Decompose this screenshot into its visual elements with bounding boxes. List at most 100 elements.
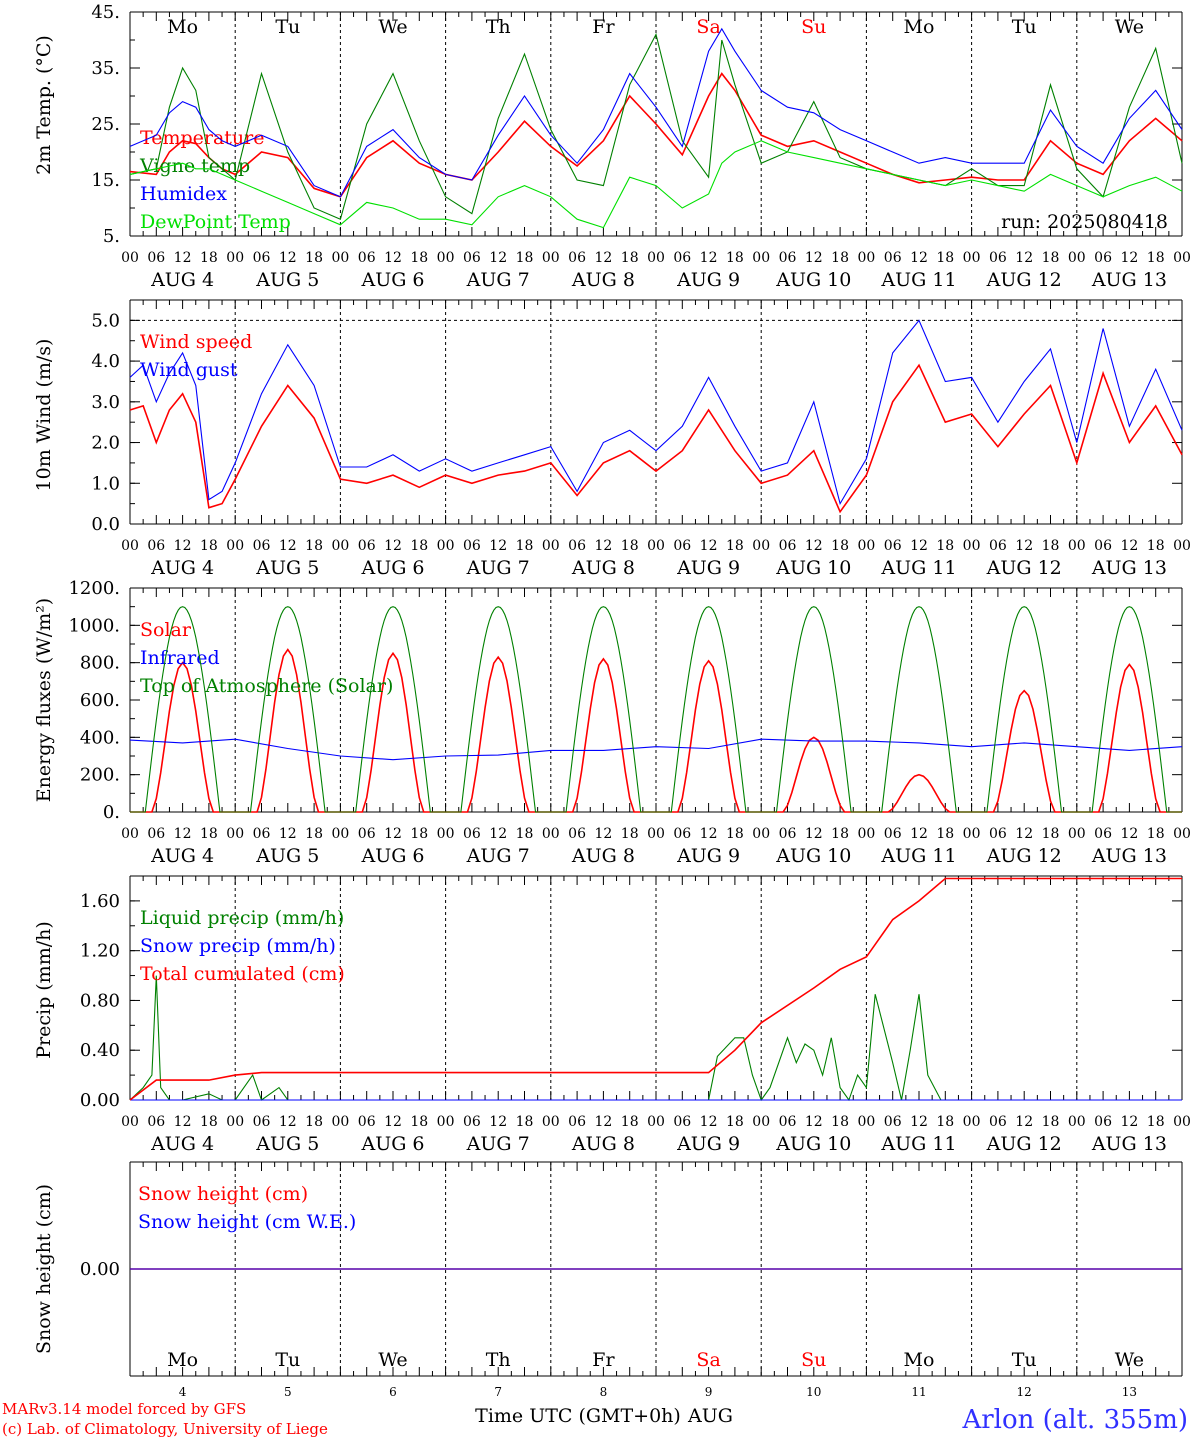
hour-tick-label: 00 xyxy=(121,538,139,554)
hour-tick-label: 12 xyxy=(1015,1114,1033,1130)
date-label: AUG 9 xyxy=(676,1133,740,1155)
y-tick-label: 1.20 xyxy=(80,941,120,962)
hour-tick-label: 00 xyxy=(542,1114,560,1130)
hour-tick-label: 06 xyxy=(568,538,586,554)
hour-tick-label: 00 xyxy=(963,1114,981,1130)
legend-entry: Wind gust xyxy=(140,359,238,381)
series-line-0 xyxy=(129,975,1182,1102)
hour-tick-label: 12 xyxy=(279,538,297,554)
hour-tick-label: 00 xyxy=(226,250,244,266)
hour-tick-label: 06 xyxy=(673,1114,691,1130)
hour-tick-label: 18 xyxy=(831,538,849,554)
hour-tick-label: 06 xyxy=(673,826,691,842)
hour-tick-label: 18 xyxy=(831,826,849,842)
y-axis-title: Precip (mm/h) xyxy=(33,921,55,1059)
legend-entry: Humidex xyxy=(140,183,227,205)
hour-tick-label: 00 xyxy=(752,1114,770,1130)
hour-tick-label: 06 xyxy=(463,1114,481,1130)
hour-tick-label: 00 xyxy=(331,826,349,842)
hour-tick-label: 00 xyxy=(963,826,981,842)
hour-tick-label: 00 xyxy=(963,538,981,554)
hour-tick-label: 12 xyxy=(805,826,823,842)
date-label: AUG 7 xyxy=(466,557,530,579)
hour-tick-label: 06 xyxy=(1094,1114,1112,1130)
hour-tick-label: 00 xyxy=(121,826,139,842)
hour-tick-label: 06 xyxy=(253,1114,271,1130)
xaxis-month: AUG xyxy=(687,1405,733,1427)
hour-tick-label: 12 xyxy=(489,826,507,842)
weekday-label: Sa xyxy=(696,16,720,38)
hour-tick-label: 06 xyxy=(1094,250,1112,266)
weekday-label: Fr xyxy=(592,1349,615,1371)
series-line-2 xyxy=(129,27,1183,198)
day-number-label: 8 xyxy=(600,1385,608,1399)
date-label: AUG 7 xyxy=(466,1133,530,1155)
hour-tick-label: 06 xyxy=(358,826,376,842)
hour-tick-label: 06 xyxy=(884,1114,902,1130)
hour-tick-label: 18 xyxy=(305,1114,323,1130)
hour-tick-label: 00 xyxy=(752,250,770,266)
legend-entry: Wind speed xyxy=(140,331,252,353)
hour-tick-label: 00 xyxy=(121,1114,139,1130)
hour-tick-label: 12 xyxy=(1015,826,1033,842)
date-label: AUG 7 xyxy=(466,269,530,291)
weekday-label: Mo xyxy=(167,16,198,38)
hour-tick-label: 06 xyxy=(147,826,165,842)
date-label: AUG 9 xyxy=(676,269,740,291)
hour-tick-label: 00 xyxy=(331,538,349,554)
hour-tick-label: 12 xyxy=(910,826,928,842)
hour-tick-label: 12 xyxy=(594,538,612,554)
hour-tick-label: 06 xyxy=(1094,538,1112,554)
day-number-label: 12 xyxy=(1017,1385,1032,1399)
hour-tick-label: 18 xyxy=(516,250,534,266)
hour-tick-label: 12 xyxy=(910,1114,928,1130)
hour-tick-label: 12 xyxy=(805,538,823,554)
date-label: AUG 13 xyxy=(1091,845,1167,867)
weekday-label: We xyxy=(378,16,407,38)
hour-tick-label: 12 xyxy=(489,538,507,554)
hour-tick-label: 00 xyxy=(647,250,665,266)
hour-tick-label: 00 xyxy=(752,538,770,554)
hour-tick-label: 18 xyxy=(621,1114,639,1130)
hour-tick-label: 00 xyxy=(437,1114,455,1130)
date-label: AUG 12 xyxy=(986,269,1062,291)
hour-tick-label: 06 xyxy=(989,826,1007,842)
hour-tick-label: 06 xyxy=(779,538,797,554)
y-tick-label: 0.40 xyxy=(80,1040,120,1061)
date-label: AUG 8 xyxy=(571,845,635,867)
hour-tick-label: 12 xyxy=(384,538,402,554)
hour-tick-label: 18 xyxy=(936,826,954,842)
hour-tick-label: 12 xyxy=(805,250,823,266)
hour-tick-label: 12 xyxy=(279,826,297,842)
series-line-1 xyxy=(129,738,1183,761)
hour-tick-label: 00 xyxy=(437,538,455,554)
hour-tick-label: 06 xyxy=(568,826,586,842)
hour-tick-label: 18 xyxy=(410,1114,428,1130)
date-label: AUG 6 xyxy=(360,557,424,579)
day-number-label: 13 xyxy=(1122,1385,1137,1399)
hour-tick-label: 06 xyxy=(989,1114,1007,1130)
weekday-label: Tu xyxy=(1012,1349,1037,1371)
hour-tick-label: 06 xyxy=(463,250,481,266)
y-tick-label: 0.0 xyxy=(91,514,120,535)
y-tick-label: 0.00 xyxy=(80,1259,120,1280)
legend-entry: Vigne temp xyxy=(139,155,250,177)
date-label: AUG 9 xyxy=(676,557,740,579)
date-label: AUG 8 xyxy=(571,557,635,579)
hour-tick-label: 00 xyxy=(647,538,665,554)
date-label: AUG 13 xyxy=(1091,269,1167,291)
hour-tick-label: 06 xyxy=(358,538,376,554)
date-label: AUG 4 xyxy=(150,557,214,579)
weekday-label: Su xyxy=(801,16,826,38)
hour-tick-label: 12 xyxy=(174,826,192,842)
hour-tick-label: 12 xyxy=(700,250,718,266)
weekday-label: Tu xyxy=(275,1349,300,1371)
hour-tick-label: 18 xyxy=(936,538,954,554)
hour-tick-label: 18 xyxy=(200,538,218,554)
hour-tick-label: 06 xyxy=(779,826,797,842)
day-number-label: 4 xyxy=(179,1385,187,1399)
hour-tick-label: 12 xyxy=(489,1114,507,1130)
date-label: AUG 8 xyxy=(571,1133,635,1155)
hour-tick-label: 18 xyxy=(410,538,428,554)
y-tick-label: 25. xyxy=(91,114,120,135)
